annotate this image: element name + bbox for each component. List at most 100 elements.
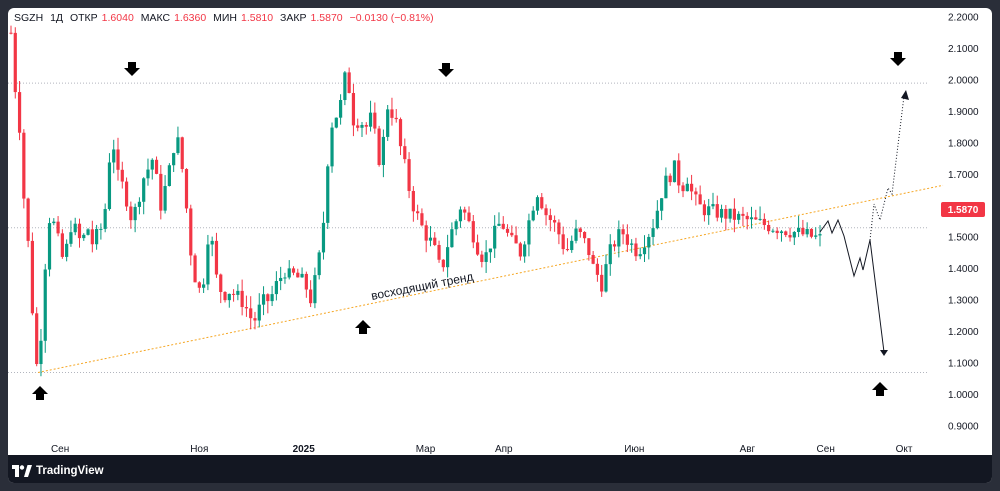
tradingview-logo[interactable]: TradingView <box>12 465 104 477</box>
candle-body <box>724 208 728 219</box>
candle-body <box>360 124 364 128</box>
open-label: ОТКР <box>69 12 98 24</box>
candle-body <box>767 225 771 232</box>
candle-body <box>334 117 338 128</box>
candle-body <box>227 293 231 301</box>
candle-body <box>210 240 214 245</box>
candle-body <box>411 190 415 212</box>
candle-body <box>540 197 544 209</box>
candle-body <box>467 212 471 222</box>
y-tick-label: 2.0000 <box>948 75 979 86</box>
y-tick-label: 2.1000 <box>948 44 979 55</box>
candle-body <box>732 208 736 220</box>
candle-body <box>163 186 167 211</box>
symbol-ticker[interactable]: SGZH <box>14 12 44 24</box>
candle-body <box>779 231 784 234</box>
candle-body <box>420 213 424 226</box>
timeframe[interactable]: 1Д <box>50 12 64 24</box>
y-tick-label: 1.8000 <box>948 138 979 149</box>
candle-body <box>784 231 788 236</box>
x-tick-label: Июн <box>624 444 644 455</box>
price-chart[interactable]: 2.2000 2.1000 2.0000 1.9000 1.8000 1.7000 1.60… <box>8 8 992 455</box>
candle-body <box>677 160 681 186</box>
candle-body <box>702 204 707 216</box>
y-tick-label: 2.2000 <box>948 13 979 24</box>
candle-body <box>642 247 647 255</box>
candle-body <box>356 125 360 128</box>
down-arrow-icon <box>124 62 140 76</box>
candle-body <box>231 293 236 295</box>
candle-body <box>792 231 796 238</box>
candle-body <box>450 229 454 248</box>
candle-body <box>43 269 47 341</box>
candle-body <box>219 274 223 292</box>
candle-body <box>73 223 77 233</box>
candle-body <box>809 228 814 237</box>
candle-body <box>535 197 540 211</box>
candle-body <box>651 228 655 237</box>
candle-body <box>77 223 82 239</box>
candle-body <box>814 235 818 237</box>
candle-body <box>428 237 433 241</box>
change-value: −0.0130 (−0.81%) <box>349 12 434 24</box>
x-tick-label: Апр <box>495 444 513 455</box>
bullish-projection <box>869 95 905 241</box>
candle-body <box>493 225 497 249</box>
x-tick-label: Авг <box>740 444 756 455</box>
candle-body <box>514 235 518 244</box>
candle-body <box>206 244 210 285</box>
candle-body <box>398 119 403 147</box>
candle-body <box>796 227 801 232</box>
y-tick-label: 1.0000 <box>948 390 979 401</box>
candle-body <box>261 294 266 305</box>
candle-body <box>403 146 407 160</box>
candle-body <box>283 277 287 279</box>
candle-body <box>664 175 668 199</box>
candle-body <box>69 232 73 244</box>
candle-body <box>309 289 313 304</box>
y-tick-label: 1.9000 <box>948 107 979 118</box>
candle-body <box>634 243 638 257</box>
candle-body <box>236 290 240 295</box>
x-tick-label: Сен <box>51 444 69 455</box>
candle-body <box>741 213 745 216</box>
candle-body <box>553 220 557 223</box>
candle-body <box>484 252 488 262</box>
candle-body <box>728 208 732 219</box>
candle-body <box>249 308 253 319</box>
candle-body <box>30 240 35 314</box>
candle-body <box>758 218 762 220</box>
candle-body <box>116 149 120 170</box>
candle-body <box>630 243 634 245</box>
down-arrow-icon <box>890 52 906 66</box>
candle-body <box>625 234 629 245</box>
candle-body <box>274 281 278 295</box>
candle-body <box>189 208 193 256</box>
bullish-projection-arrowhead <box>901 90 909 100</box>
candle-body <box>82 234 86 239</box>
candle-body <box>47 223 52 270</box>
candle-body <box>17 92 22 133</box>
candle-body <box>587 238 591 256</box>
candle-body <box>595 263 600 275</box>
price-badge-bg <box>941 202 985 217</box>
up-arrow-icon <box>32 386 48 400</box>
candle-body <box>660 198 664 211</box>
x-tick-label: Сен <box>817 444 835 455</box>
candle-body <box>172 153 176 166</box>
candle-body <box>548 215 552 221</box>
candle-body <box>56 221 60 234</box>
candle-body <box>463 209 467 213</box>
candle-body <box>775 230 779 234</box>
candle-body <box>137 201 142 207</box>
candle-body <box>394 117 398 120</box>
open-value: 1.6040 <box>101 12 134 24</box>
candle-body <box>214 240 219 275</box>
candle-body <box>351 92 356 126</box>
candle-body <box>338 100 343 118</box>
candle-body <box>608 244 612 265</box>
candle-body <box>604 264 608 292</box>
candle-body <box>719 208 724 218</box>
candle-body <box>124 181 129 207</box>
candle-body <box>95 229 99 245</box>
